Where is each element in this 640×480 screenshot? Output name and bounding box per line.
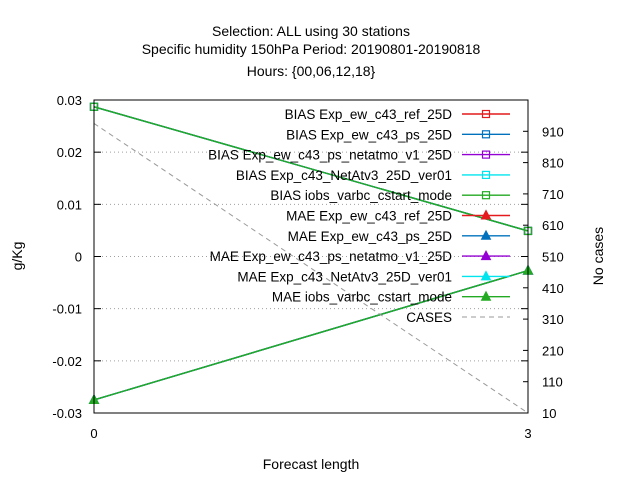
legend-marker-7 [480, 250, 492, 261]
y2-axis-label: No cases [590, 227, 606, 285]
x-tick-label: 0 [90, 426, 97, 441]
series-line-10 [93, 123, 529, 414]
y-tick-label: 0.03 [57, 93, 82, 108]
title-line-3: Hours: {00,06,12,18} [247, 63, 376, 79]
x-axis-label: Forecast length [263, 456, 360, 472]
y2-tick-label: 810 [542, 156, 564, 171]
y-tick-label: 0.02 [57, 145, 82, 160]
legend-marker-9 [480, 290, 492, 301]
y2-tick-label: 510 [542, 250, 564, 265]
legend-label-9: MAE iobs_varbc_cstart_mode [272, 290, 452, 305]
legend-marker-8 [480, 270, 492, 281]
x-tick-label: 3 [524, 426, 531, 441]
title-line-2: Specific humidity 150hPa Period: 2019080… [142, 41, 481, 57]
legend-label-2: BIAS Exp_ew_c43_ps_netatmo_v1_25D [208, 148, 452, 163]
series-line-9 [93, 269, 529, 401]
y-axis-label: g/Kg [9, 242, 25, 271]
y2-tick-label: 910 [542, 124, 564, 139]
legend-label-8: MAE Exp_c43_NetAtv3_25D_ver01 [237, 269, 452, 284]
legend-marker-1 [481, 130, 491, 139]
legend-label-4: BIAS iobs_varbc_cstart_mode [270, 188, 452, 203]
legend-marker-0 [481, 109, 491, 119]
y2-tick-label: 710 [542, 187, 564, 202]
legend-label-0: BIAS Exp_ew_c43_ref_25D [285, 107, 453, 122]
legend-label-3: BIAS Exp_c43_NetAtv3_25D_ver01 [236, 168, 452, 183]
y2-tick-label: 210 [542, 343, 564, 358]
y2-tick-label: 410 [542, 281, 564, 296]
legend-marker-2 [481, 150, 491, 159]
y2-tick-label: 110 [542, 375, 563, 390]
legend-label-7: MAE Exp_ew_c43_ps_netatmo_v1_25D [210, 249, 453, 264]
legend-label-6: MAE Exp_ew_c43_ps_25D [288, 229, 453, 244]
title-line-1: Selection: ALL using 30 stations [212, 23, 410, 39]
series-line-4 [93, 106, 529, 232]
legend-label-10: CASES [406, 310, 452, 325]
legend-marker-6 [480, 229, 492, 240]
chart-title: Selection: ALL using 30 stations Specifi… [142, 23, 481, 79]
legend-marker-5 [480, 209, 492, 220]
legend-label-1: BIAS Exp_ew_c43_ps_25D [286, 127, 452, 142]
y-tick-label: 0.01 [57, 197, 82, 212]
legend-label-5: MAE Exp_ew_c43_ref_25D [286, 209, 452, 224]
y2-tick-label: 610 [542, 218, 564, 233]
legend-marker-4 [481, 191, 491, 200]
legend-marker-3 [481, 170, 491, 179]
y2-tick-label: 10 [542, 406, 556, 421]
y-tick-label: -0.02 [52, 354, 82, 369]
y-tick-label: 0 [75, 250, 82, 265]
y-tick-label: -0.01 [52, 302, 82, 317]
y2-tick-label: 310 [542, 312, 564, 327]
legend: BIAS Exp_ew_c43_ref_25D BIAS Exp_ew_c43_p… [208, 107, 510, 325]
series-lines [88, 102, 534, 414]
y-tick-label: -0.03 [52, 406, 82, 421]
axis-ticks: 0.03 0.02 0.01 0 -0.01 -0.02 -0.03 910 810 710 610… [52, 93, 563, 441]
